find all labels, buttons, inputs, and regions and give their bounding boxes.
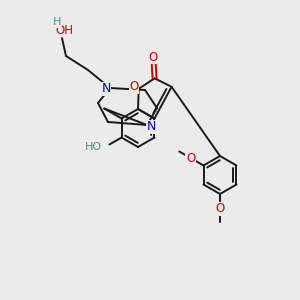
- Text: N: N: [146, 121, 156, 134]
- Text: O: O: [215, 202, 225, 215]
- Text: HO: HO: [85, 142, 102, 152]
- Text: OH: OH: [55, 23, 73, 37]
- Text: O: O: [149, 51, 158, 64]
- Text: H: H: [53, 17, 61, 27]
- Text: O: O: [186, 152, 195, 164]
- Text: N: N: [101, 82, 111, 95]
- Text: O: O: [130, 80, 139, 93]
